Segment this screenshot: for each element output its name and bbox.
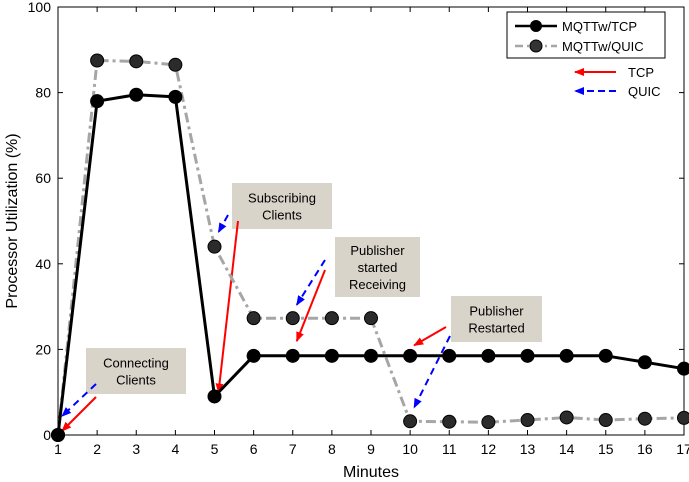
annotation-text: Publisher: [350, 243, 405, 258]
series-layer: [51, 53, 689, 442]
data-point: [637, 411, 652, 426]
annotation-text: Subscribing: [248, 191, 316, 206]
data-point: [90, 94, 105, 109]
data-point: [364, 311, 378, 326]
x-tick-label: 7: [289, 441, 297, 457]
annotation-text: Restarted: [468, 321, 524, 336]
annotation-text: Clients: [262, 208, 302, 223]
tcp-arrow: [61, 396, 97, 432]
x-tick-label: 15: [598, 441, 614, 457]
data-point: [481, 415, 496, 430]
x-tick-label: 14: [559, 441, 575, 457]
data-point: [559, 348, 574, 363]
data-point: [442, 414, 457, 429]
annotation-text: started: [358, 260, 398, 275]
data-point: [90, 53, 105, 68]
data-point: [246, 311, 261, 326]
annotation-box: [232, 183, 332, 229]
annotation-subscribing: Subscribing Clients: [215, 183, 332, 394]
quic-arrow: [413, 335, 451, 409]
data-point: [246, 348, 261, 363]
data-point: [559, 410, 574, 425]
data-point: [481, 348, 496, 363]
annotation-text: Publisher: [469, 304, 524, 319]
x-tick-label: 8: [328, 441, 336, 457]
series-tcp: [51, 87, 689, 442]
tcp-arrow: [413, 326, 447, 347]
series-quic: [51, 53, 689, 442]
y-tick-label: 40: [35, 256, 51, 272]
annotation-publisher-restarted: Publisher Restarted: [413, 296, 542, 409]
annotation-publisher-started: Publisher started Receiving: [295, 237, 420, 343]
x-tick-label: 11: [442, 441, 457, 457]
annotation-text: Clients: [116, 373, 156, 388]
annotation-box: [335, 237, 420, 297]
tcp-arrow: [215, 220, 239, 394]
y-axis-title: Processor Utilization (%): [4, 133, 21, 308]
legend-marker-tcp: [530, 20, 542, 32]
quic-arrow: [61, 383, 97, 417]
data-point: [51, 428, 65, 442]
quic-arrow: [295, 259, 326, 306]
data-point: [285, 348, 300, 363]
data-point: [442, 348, 457, 363]
y-tick-label: 20: [35, 341, 51, 357]
x-tick-label: 10: [402, 441, 418, 457]
y-tick-label: 60: [35, 170, 51, 186]
data-point: [520, 413, 535, 428]
data-point: [364, 348, 378, 363]
data-point: [207, 389, 222, 404]
legend-label-quic: MQTTw/QUIC: [562, 39, 644, 54]
data-point: [285, 311, 300, 326]
quic-arrow: [217, 214, 229, 233]
annotation-text: Connecting: [103, 356, 169, 371]
x-tick-label: 2: [93, 441, 101, 457]
x-tick-label: 1: [54, 441, 62, 457]
data-point: [324, 311, 339, 326]
x-tick-label: 5: [211, 441, 219, 457]
legend-label-tcp: MQTTw/TCP: [562, 19, 637, 34]
data-point: [324, 348, 339, 363]
arrow-legend: TCP QUIC: [574, 65, 661, 99]
legend: MQTTw/TCP MQTTw/QUIC: [506, 11, 666, 59]
data-point: [403, 414, 418, 429]
x-tick-label: 3: [132, 441, 140, 457]
data-point: [598, 348, 613, 363]
x-tick-label: 4: [171, 441, 179, 457]
annotation-box: [451, 296, 542, 342]
x-tick-label: 13: [520, 441, 536, 457]
annotation-text: Receiving: [349, 277, 406, 292]
x-tick-label: 17: [676, 441, 689, 457]
arrow-legend-quic-label: QUIC: [628, 84, 661, 99]
x-tick-label: 12: [481, 441, 497, 457]
series-line: [56, 59, 685, 436]
data-point: [520, 348, 535, 363]
data-point: [598, 413, 613, 428]
data-point: [637, 355, 652, 370]
data-point: [168, 57, 183, 72]
y-tick-label: 100: [28, 0, 52, 15]
arrow-legend-tcp-label: TCP: [628, 65, 654, 80]
annotation-box: [86, 348, 186, 394]
y-tick-label: 80: [35, 85, 51, 101]
annotation-connecting: Connecting Clients: [61, 348, 186, 432]
x-tick-label: 9: [367, 441, 375, 457]
x-axis-title: Minutes: [343, 464, 399, 481]
data-point: [677, 410, 689, 425]
data-point: [168, 89, 183, 104]
data-point: [677, 361, 689, 376]
x-tick-label: 6: [250, 441, 258, 457]
data-point: [403, 348, 418, 363]
legend-marker-quic: [529, 39, 543, 53]
y-tick-label: 0: [43, 427, 51, 443]
x-tick-label: 16: [637, 441, 653, 457]
data-point: [207, 239, 222, 254]
tcp-arrow: [295, 269, 326, 343]
data-point: [129, 87, 144, 102]
data-point: [129, 54, 144, 69]
annotations: Connecting Clients Subscribing Clients Publi…: [61, 183, 542, 432]
